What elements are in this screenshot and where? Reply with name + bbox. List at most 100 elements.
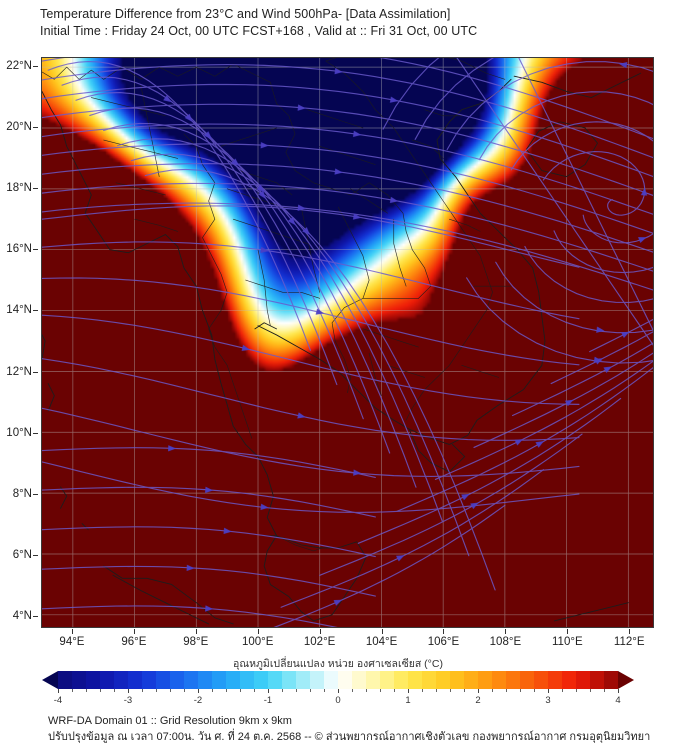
latitude-tick-mark	[33, 493, 38, 495]
colorbar-tick-label: 1	[405, 695, 411, 706]
colorbar-minor-tick	[352, 689, 353, 692]
colorbar-minor-tick	[450, 689, 451, 692]
colorbar-segment	[394, 671, 409, 689]
streamline-arrow	[205, 605, 214, 612]
colorbar-tick-label: -2	[193, 695, 203, 706]
colorbar-segment	[128, 671, 143, 689]
colorbar-major-tick	[58, 689, 59, 693]
colorbar-minor-tick	[380, 689, 381, 692]
colorbar-minor-tick	[492, 689, 493, 692]
latitude-tick-label: 10°N	[6, 426, 32, 439]
colorbar-area: อุณหภูมิเปลี่ยนแปลง หน่วย องศาเซลเซียส (…	[0, 655, 676, 711]
longitude-tick-label: 104°E	[365, 636, 398, 648]
latitude-tick-label: 18°N	[6, 182, 32, 195]
streamline-arrow	[535, 441, 544, 448]
longitude-tick-mark	[567, 629, 569, 634]
streamline-arrow	[184, 113, 193, 122]
colorbar-minor-tick	[114, 689, 115, 692]
colorbar-tick-label: 4	[615, 695, 621, 706]
colorbar-segment	[240, 671, 255, 689]
streamline-arrow	[297, 204, 306, 211]
colorbar-segment	[436, 671, 451, 689]
colorbar-segment	[72, 671, 87, 689]
streamline-arrow	[241, 344, 251, 351]
map-frame	[41, 57, 654, 628]
colorbar-segment	[142, 671, 157, 689]
streamline-arrow	[260, 246, 269, 254]
streamline-arrow	[168, 445, 177, 452]
longitude-tick-mark	[629, 629, 631, 634]
coastlines	[42, 72, 642, 625]
colorbar-segment	[100, 671, 115, 689]
streamline-arrow	[186, 564, 195, 572]
colorbar-major-tick	[548, 689, 549, 693]
longitude-tick-label: 98°E	[183, 636, 209, 648]
colorbar-major-tick	[128, 689, 129, 693]
streamline-arrow	[260, 142, 269, 149]
colorbar-major-tick	[268, 689, 269, 693]
colorbar-segment	[422, 671, 437, 689]
latitude-tick-mark	[33, 127, 38, 129]
streamline-arrow	[258, 190, 266, 199]
latitude-tick-mark	[33, 371, 38, 373]
colorbar-segment	[548, 671, 563, 689]
streamline-arrow	[389, 96, 399, 103]
streamline-arrow	[638, 237, 647, 244]
streamline-arrow	[334, 67, 343, 75]
colorbar-segment	[380, 671, 395, 689]
colorbar-axis: -4 -3 -2 -1 0 1 2 3 4	[42, 689, 634, 709]
streamline-arrow	[640, 187, 648, 196]
colorbar-minor-tick	[184, 689, 185, 692]
footer-line-2: ปรับปรุงข้อมูล ณ เวลา 07:00น. วัน ศ. ที่…	[48, 731, 651, 743]
streamline-arrow	[596, 326, 605, 333]
streamline-arrow	[223, 527, 232, 535]
longitude-tick-label: 108°E	[489, 636, 522, 648]
colorbar-minor-tick	[310, 689, 311, 692]
longitude-tick-mark	[381, 629, 383, 634]
streamline-arrow	[231, 158, 240, 167]
streamline-arrow	[163, 95, 172, 103]
colorbar-minor-tick	[520, 689, 521, 692]
colorbar-major-tick	[408, 689, 409, 693]
longitude-tick-label: 106°E	[427, 636, 460, 648]
colorbar-major-tick	[478, 689, 479, 693]
colorbar-over-arrow	[618, 671, 634, 689]
footer-line-1: WRF-DA Domain 01 :: Grid Resolution 9km …	[48, 715, 292, 727]
streamline-arrow	[334, 168, 343, 175]
colorbar-tick-label: -1	[263, 695, 273, 706]
longitude-tick-mark	[71, 629, 73, 634]
colorbar-segment	[492, 671, 507, 689]
colorbar-under-arrow	[42, 671, 58, 689]
longitude-tick-mark	[133, 629, 135, 634]
map-plot-area[interactable]	[41, 57, 654, 628]
longitude-tick-mark	[319, 629, 321, 634]
longitude-tick-mark	[195, 629, 197, 634]
streamline-arrow	[297, 412, 306, 419]
colorbar-segment	[282, 671, 297, 689]
colorbar-segment	[212, 671, 227, 689]
longitude-tick-mark	[443, 629, 445, 634]
colorbar-minor-tick	[212, 689, 213, 692]
footer-block: WRF-DA Domain 01 :: Grid Resolution 9km …	[48, 713, 668, 745]
streamline-arrow	[315, 308, 325, 315]
colorbar-segment	[366, 671, 381, 689]
colorbar-segment	[590, 671, 605, 689]
colorbar-segment	[268, 671, 283, 689]
colorbar-segment	[226, 671, 241, 689]
title-line-1: Temperature Difference from 23°C and Win…	[40, 7, 451, 21]
colorbar-minor-tick	[282, 689, 283, 692]
colorbar-minor-tick	[86, 689, 87, 692]
latitude-tick-mark	[33, 432, 38, 434]
latitude-tick-label: 12°N	[6, 365, 32, 378]
colorbar-segment	[352, 671, 367, 689]
colorbar-minor-tick	[142, 689, 143, 692]
colorbar-segment	[408, 671, 423, 689]
colorbar-major-tick	[618, 689, 619, 693]
latitude-tick-mark	[33, 188, 38, 190]
longitude-tick-label: 96°E	[121, 636, 147, 648]
wind-direction-arrows	[163, 61, 648, 612]
colorbar-minor-tick	[366, 689, 367, 692]
wind-streamlines	[42, 58, 653, 627]
latitude-tick-label: 6°N	[12, 548, 32, 561]
colorbar-minor-tick	[156, 689, 157, 692]
